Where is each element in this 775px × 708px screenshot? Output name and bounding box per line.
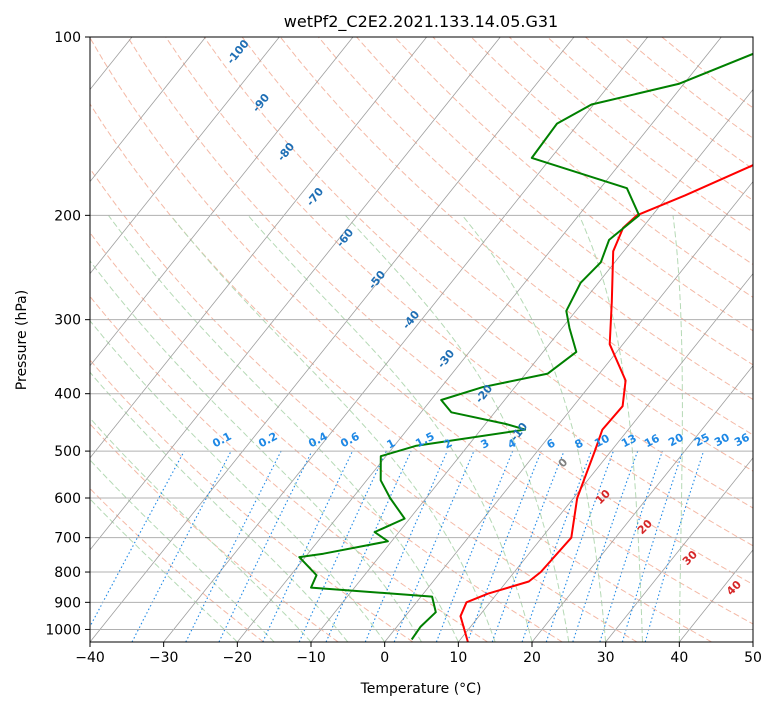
moist-adiabat <box>90 459 275 642</box>
x-tick-label: 0 <box>380 650 389 666</box>
isotherm-line <box>531 365 753 642</box>
isotherm-line <box>90 37 427 459</box>
x-tick-label: 10 <box>449 650 467 666</box>
dry-adiabat <box>90 37 753 625</box>
mixing-ratio-label: 30 <box>712 431 732 450</box>
x-tick-label: 40 <box>670 650 688 666</box>
y-tick-label: 900 <box>54 595 81 611</box>
x-axis-label: Temperature (°C) <box>360 681 482 697</box>
dry-adiabat <box>203 37 753 509</box>
dry-adiabat <box>279 37 753 436</box>
isotherm-line <box>163 37 648 642</box>
dry-adiabat <box>318 37 753 401</box>
isotherm-line <box>605 457 753 642</box>
y-axis-ticks: 100 200 300 400 500 600 700 800 900 1000 <box>45 30 90 638</box>
moist-adiabat <box>461 214 607 642</box>
isotherm-line <box>384 180 753 642</box>
mixing-ratio-line <box>621 450 684 642</box>
mixing-ratio-line <box>644 450 705 642</box>
isotherm-line <box>90 37 206 183</box>
mixing-ratio-line <box>491 450 565 642</box>
y-tick-label: 200 <box>54 208 81 224</box>
mixing-ratio-line <box>599 450 663 642</box>
mixing-ratio-line <box>364 450 448 642</box>
x-tick-label: −30 <box>149 650 179 666</box>
dry-adiabat <box>90 295 488 642</box>
y-axis-label: Pressure (hPa) <box>14 290 30 390</box>
isotherm-line <box>310 88 753 642</box>
isotherm-line <box>237 37 722 642</box>
mixing-ratio-label: 20 <box>666 431 686 450</box>
isotherm-line <box>90 37 354 367</box>
x-tick-label: −20 <box>223 650 253 666</box>
moist-adiabat <box>90 417 312 642</box>
dry-adiabat <box>127 37 753 586</box>
moist-adiabat <box>672 215 683 642</box>
isotherm-line <box>458 273 753 642</box>
x-tick-label: −10 <box>296 650 326 666</box>
dry-adiabat <box>90 167 638 642</box>
mixing-ratio-line <box>393 450 475 642</box>
moist-adiabat <box>578 215 643 642</box>
x-tick-label: 50 <box>744 650 762 666</box>
y-tick-label: 100 <box>54 30 81 46</box>
x-tick-label: 20 <box>523 650 541 666</box>
mixing-ratio-label: 13 <box>619 432 639 451</box>
moist-adiabat <box>90 498 238 642</box>
profiles <box>298 52 753 642</box>
mixing-ratio-line <box>90 450 185 628</box>
isotherm-line <box>90 37 501 551</box>
y-tick-label: 800 <box>54 565 81 581</box>
mixing-ratio-line <box>572 450 639 642</box>
chart-title: wetPf2_C2E2.2021.133.14.05.G31 <box>284 12 558 32</box>
moist-adiabat <box>107 215 459 642</box>
mixing-ratio-label: 10 <box>592 432 612 451</box>
background-lines <box>90 37 753 642</box>
mixing-ratio-line <box>466 450 542 642</box>
dewpoint-profile-line <box>298 52 753 641</box>
temperature-profile-line <box>459 163 753 642</box>
moist-adiabat <box>247 214 533 642</box>
dry-adiabat <box>90 231 563 642</box>
plot-frame <box>89 36 754 643</box>
mixing-ratio-label: 36 <box>732 431 752 450</box>
dry-adiabat <box>394 37 753 332</box>
y-tick-label: 400 <box>54 387 81 403</box>
mixing-ratio-line <box>185 450 282 642</box>
x-tick-label: 30 <box>597 650 615 666</box>
dry-adiabat <box>90 103 712 642</box>
y-tick-label: 700 <box>54 531 81 547</box>
y-tick-label: 600 <box>54 491 81 507</box>
y-tick-label: 500 <box>54 444 81 460</box>
y-tick-label: 1000 <box>45 622 81 638</box>
isotherm-line <box>90 37 280 275</box>
x-axis-ticks: −40 −30 −20 −10 0 10 20 30 40 50 <box>75 642 762 666</box>
mixing-ratio-line <box>435 450 514 642</box>
dry-adiabat <box>90 487 264 642</box>
x-tick-label: −40 <box>75 650 105 666</box>
mixing-ratio-label: 25 <box>692 431 712 450</box>
isotherm-line <box>90 37 575 642</box>
mixing-ratio-line <box>325 450 412 642</box>
y-tick-label: 300 <box>54 313 81 329</box>
mixing-ratio-line <box>545 450 614 642</box>
mixing-ratio-label: 16 <box>642 432 662 451</box>
moist-adiabat <box>90 320 386 642</box>
moist-adiabat <box>170 214 496 642</box>
mixing-ratio-line <box>521 450 592 642</box>
